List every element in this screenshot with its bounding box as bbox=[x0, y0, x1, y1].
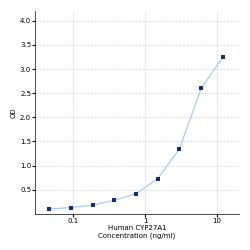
Point bbox=[134, 192, 138, 196]
Point bbox=[156, 176, 160, 180]
Point bbox=[69, 206, 73, 210]
Point bbox=[112, 198, 116, 202]
Y-axis label: OD: OD bbox=[11, 107, 17, 118]
Point bbox=[221, 55, 225, 59]
Point bbox=[91, 203, 95, 207]
Point bbox=[178, 147, 182, 151]
Point bbox=[199, 86, 203, 90]
X-axis label: Human CYP27A1
Concentration (ng/ml): Human CYP27A1 Concentration (ng/ml) bbox=[98, 226, 176, 239]
Point bbox=[47, 207, 51, 211]
